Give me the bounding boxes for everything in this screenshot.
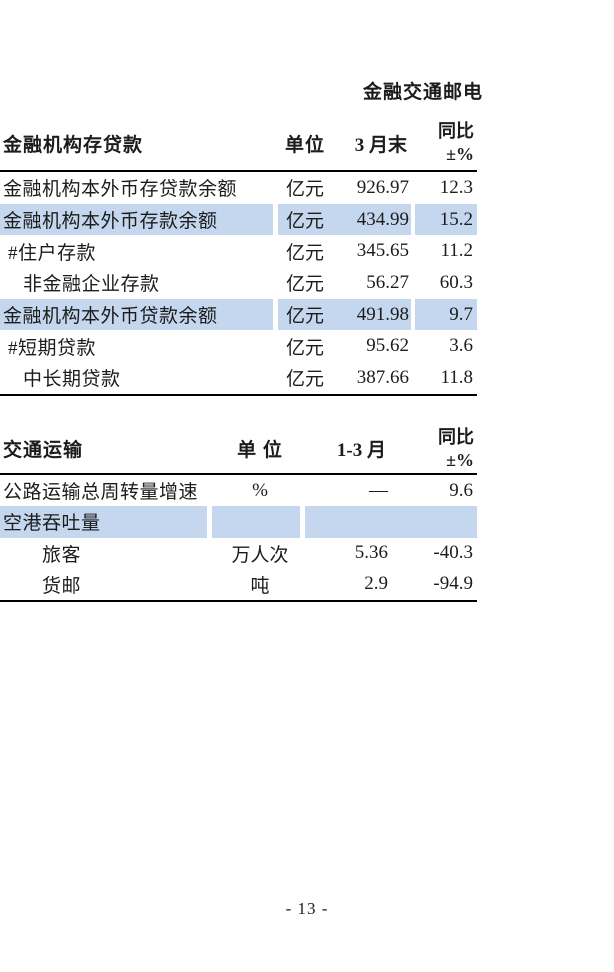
finance-table-header: 金融机构存贷款 单位 3 月末 同比 ±%	[0, 116, 477, 172]
table-row: 中长期贷款 亿元 387.66 11.8	[0, 362, 477, 394]
row-label: 金融机构本外币存款余额	[3, 211, 218, 233]
finance-table: 金融机构存贷款 单位 3 月末 同比 ±% 金融机构本外币存贷款余额 亿元 926.…	[0, 116, 477, 396]
row-highlight	[0, 506, 207, 538]
row-yoy: 11.2	[440, 240, 473, 262]
row-unit: 亿元	[285, 179, 324, 201]
table-row: #住户存款 亿元 345.65 11.2	[0, 235, 477, 267]
transport-table-body: 公路运输总周转量增速% — 9.6 空港吞吐量旅客 万人次 5.36 -40.3 货邮 吨 2.9…	[0, 475, 477, 602]
row-unit: 亿元	[285, 242, 324, 264]
row-highlight	[415, 298, 477, 331]
row-highlight	[278, 203, 411, 236]
row-highlight	[278, 298, 411, 331]
row-yoy: 60.3	[439, 271, 473, 293]
table-row: 金融机构本外币存款余额 亿元 434.99 15.2	[0, 203, 477, 236]
transport-header-title: 交通运输	[3, 440, 84, 461]
finance-header-period: 3 月末	[354, 134, 407, 156]
row-highlight	[0, 298, 273, 331]
transport-header-unit: 单 位	[237, 440, 283, 461]
row-yoy: 15.2	[439, 208, 473, 230]
table-row: #短期贷款 亿元 95.62 3.6	[0, 330, 477, 362]
table-row: 旅客 万人次 5.36 -40.3	[0, 538, 477, 569]
row-value: 95.62	[366, 335, 409, 357]
finance-header-title: 金融机构存贷款	[3, 134, 144, 156]
table-row: 空港吞吐量	[0, 506, 477, 538]
row-value: 2.9	[364, 573, 388, 595]
row-label: 公路运输总周转量增速	[3, 482, 199, 504]
transport-table: 交通运输 单 位 1-3 月 同比 ±% 公路运输总周转量增速% — 9.6 空港吞吐…	[0, 424, 477, 602]
yoy-label-line1: 同比	[438, 426, 474, 447]
table-row: 金融机构本外币贷款余额 亿元 491.98 9.7	[0, 298, 477, 331]
finance-header-yoy: 同比 ±%	[411, 120, 477, 166]
row-yoy: -94.9	[433, 573, 473, 595]
row-label: 货邮	[42, 575, 82, 597]
row-value: 56.27	[366, 271, 409, 293]
row-unit: 亿元	[285, 337, 324, 359]
table-row: 公路运输总周转量增速% — 9.6	[0, 475, 477, 506]
yoy-label-line2: ±%	[446, 144, 474, 164]
row-value: 5.36	[354, 542, 388, 564]
finance-table-body: 金融机构本外币存贷款余额 亿元 926.97 12.3 金融机构本外币存款余额 亿元 434…	[0, 172, 477, 396]
row-unit: 万人次	[231, 544, 289, 566]
row-value: 926.97	[356, 176, 409, 198]
table-row: 金融机构本外币存贷款余额 亿元 926.97 12.3	[0, 172, 477, 204]
row-label: 金融机构本外币存贷款余额	[3, 179, 238, 201]
row-highlight	[415, 203, 477, 236]
transport-header-period: 1-3 月	[336, 440, 386, 461]
row-unit: %	[252, 479, 268, 501]
row-value: 434.99	[356, 208, 409, 230]
row-highlight	[305, 506, 477, 538]
transport-table-header: 交通运输 单 位 1-3 月 同比 ±%	[0, 424, 477, 475]
table-row: 非金融企业存款 亿元 56.27 60.3	[0, 267, 477, 299]
page-number: - 13 -	[285, 899, 329, 918]
table-row: 货邮 吨 2.9 -94.9	[0, 569, 477, 600]
row-unit: 亿元	[285, 274, 324, 296]
row-yoy: -40.3	[433, 542, 473, 564]
row-label: 中长期贷款	[23, 369, 121, 391]
row-yoy: 3.6	[449, 335, 473, 357]
row-unit: 亿元	[285, 306, 324, 328]
row-label: #住户存款	[8, 242, 97, 264]
row-label: 旅客	[42, 544, 82, 566]
row-yoy: 12.3	[439, 176, 473, 198]
row-value: —	[369, 479, 388, 501]
row-unit: 吨	[250, 575, 270, 597]
row-value: 491.98	[356, 303, 409, 325]
row-label: #短期贷款	[8, 337, 97, 359]
row-label: 金融机构本外币贷款余额	[3, 306, 218, 328]
row-yoy: 11.8	[440, 366, 473, 388]
section-title: 金融交通邮电	[362, 82, 483, 103]
yoy-label-line2: ±%	[446, 449, 474, 470]
row-label: 非金融企业存款	[23, 274, 160, 296]
row-value: 345.65	[356, 240, 409, 262]
row-yoy: 9.6	[449, 479, 473, 501]
row-label: 空港吞吐量	[3, 513, 101, 535]
row-unit: 亿元	[285, 369, 324, 391]
row-highlight	[0, 203, 273, 236]
row-highlight	[212, 506, 300, 538]
finance-header-unit: 单位	[284, 134, 325, 156]
transport-header-yoy: 同比 ±%	[390, 426, 477, 472]
row-yoy: 9.7	[449, 303, 473, 325]
yoy-label-line1: 同比	[438, 121, 474, 141]
row-value: 387.66	[356, 366, 409, 388]
row-unit: 亿元	[285, 211, 324, 233]
